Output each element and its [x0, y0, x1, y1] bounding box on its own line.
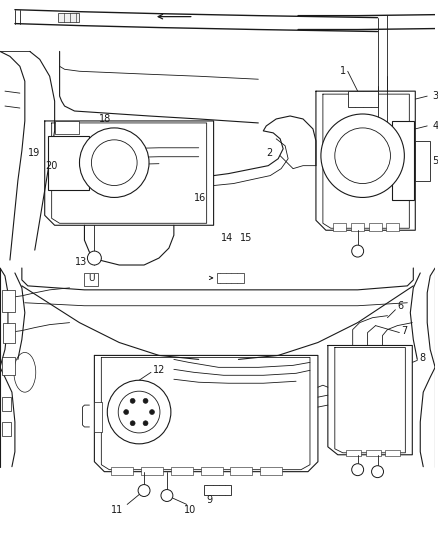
Bar [386, 223, 399, 231]
Bar [201, 467, 223, 475]
Ellipse shape [14, 352, 36, 392]
Bar [346, 450, 360, 456]
Circle shape [107, 380, 171, 444]
Circle shape [143, 398, 148, 403]
Bar [204, 484, 232, 495]
Bar [3, 322, 15, 343]
Text: 8: 8 [419, 353, 425, 364]
Text: U: U [88, 274, 95, 284]
Circle shape [352, 464, 364, 475]
Bar [230, 467, 252, 475]
Bar [85, 273, 99, 286]
Text: 9: 9 [207, 496, 213, 505]
Bar [94, 402, 102, 432]
Text: 14: 14 [221, 233, 233, 243]
Text: 5: 5 [432, 156, 438, 166]
Bar [369, 223, 381, 231]
Bar [333, 223, 346, 231]
Bar [392, 121, 414, 200]
Circle shape [161, 489, 173, 502]
Bar [385, 450, 400, 456]
Text: 11: 11 [111, 505, 124, 515]
Bar [2, 422, 11, 436]
Circle shape [88, 251, 101, 265]
Circle shape [352, 245, 364, 257]
Circle shape [130, 421, 135, 426]
Circle shape [335, 128, 390, 183]
Circle shape [130, 398, 135, 403]
Text: 2: 2 [266, 148, 272, 158]
Circle shape [138, 484, 150, 497]
Text: 3: 3 [432, 91, 438, 101]
Circle shape [321, 114, 404, 197]
Text: 4: 4 [432, 121, 438, 131]
Bar [351, 223, 364, 231]
Bar [2, 358, 15, 375]
Text: 15: 15 [240, 233, 253, 243]
Circle shape [118, 391, 160, 433]
Bar [48, 136, 89, 190]
Bar [216, 273, 244, 283]
Text: 13: 13 [74, 257, 87, 267]
Bar [111, 467, 133, 475]
Text: 20: 20 [46, 160, 58, 171]
Bar [171, 467, 193, 475]
Bar [2, 290, 15, 312]
Circle shape [92, 140, 137, 185]
Text: 10: 10 [184, 505, 196, 515]
Bar [348, 91, 378, 107]
Bar [415, 141, 430, 181]
Text: 1: 1 [340, 66, 346, 76]
Circle shape [79, 128, 149, 197]
Bar [2, 397, 11, 411]
Text: 12: 12 [153, 365, 166, 375]
Circle shape [143, 421, 148, 426]
Bar [58, 13, 79, 22]
Text: 6: 6 [397, 301, 403, 311]
Text: 18: 18 [99, 114, 112, 124]
Text: 19: 19 [28, 148, 40, 158]
Circle shape [124, 409, 129, 415]
Bar [366, 450, 381, 456]
Bar [260, 467, 282, 475]
Bar [55, 121, 79, 134]
Circle shape [149, 409, 155, 415]
Circle shape [371, 466, 384, 478]
Text: 7: 7 [401, 326, 408, 336]
Bar [141, 467, 163, 475]
Text: 16: 16 [194, 193, 206, 204]
